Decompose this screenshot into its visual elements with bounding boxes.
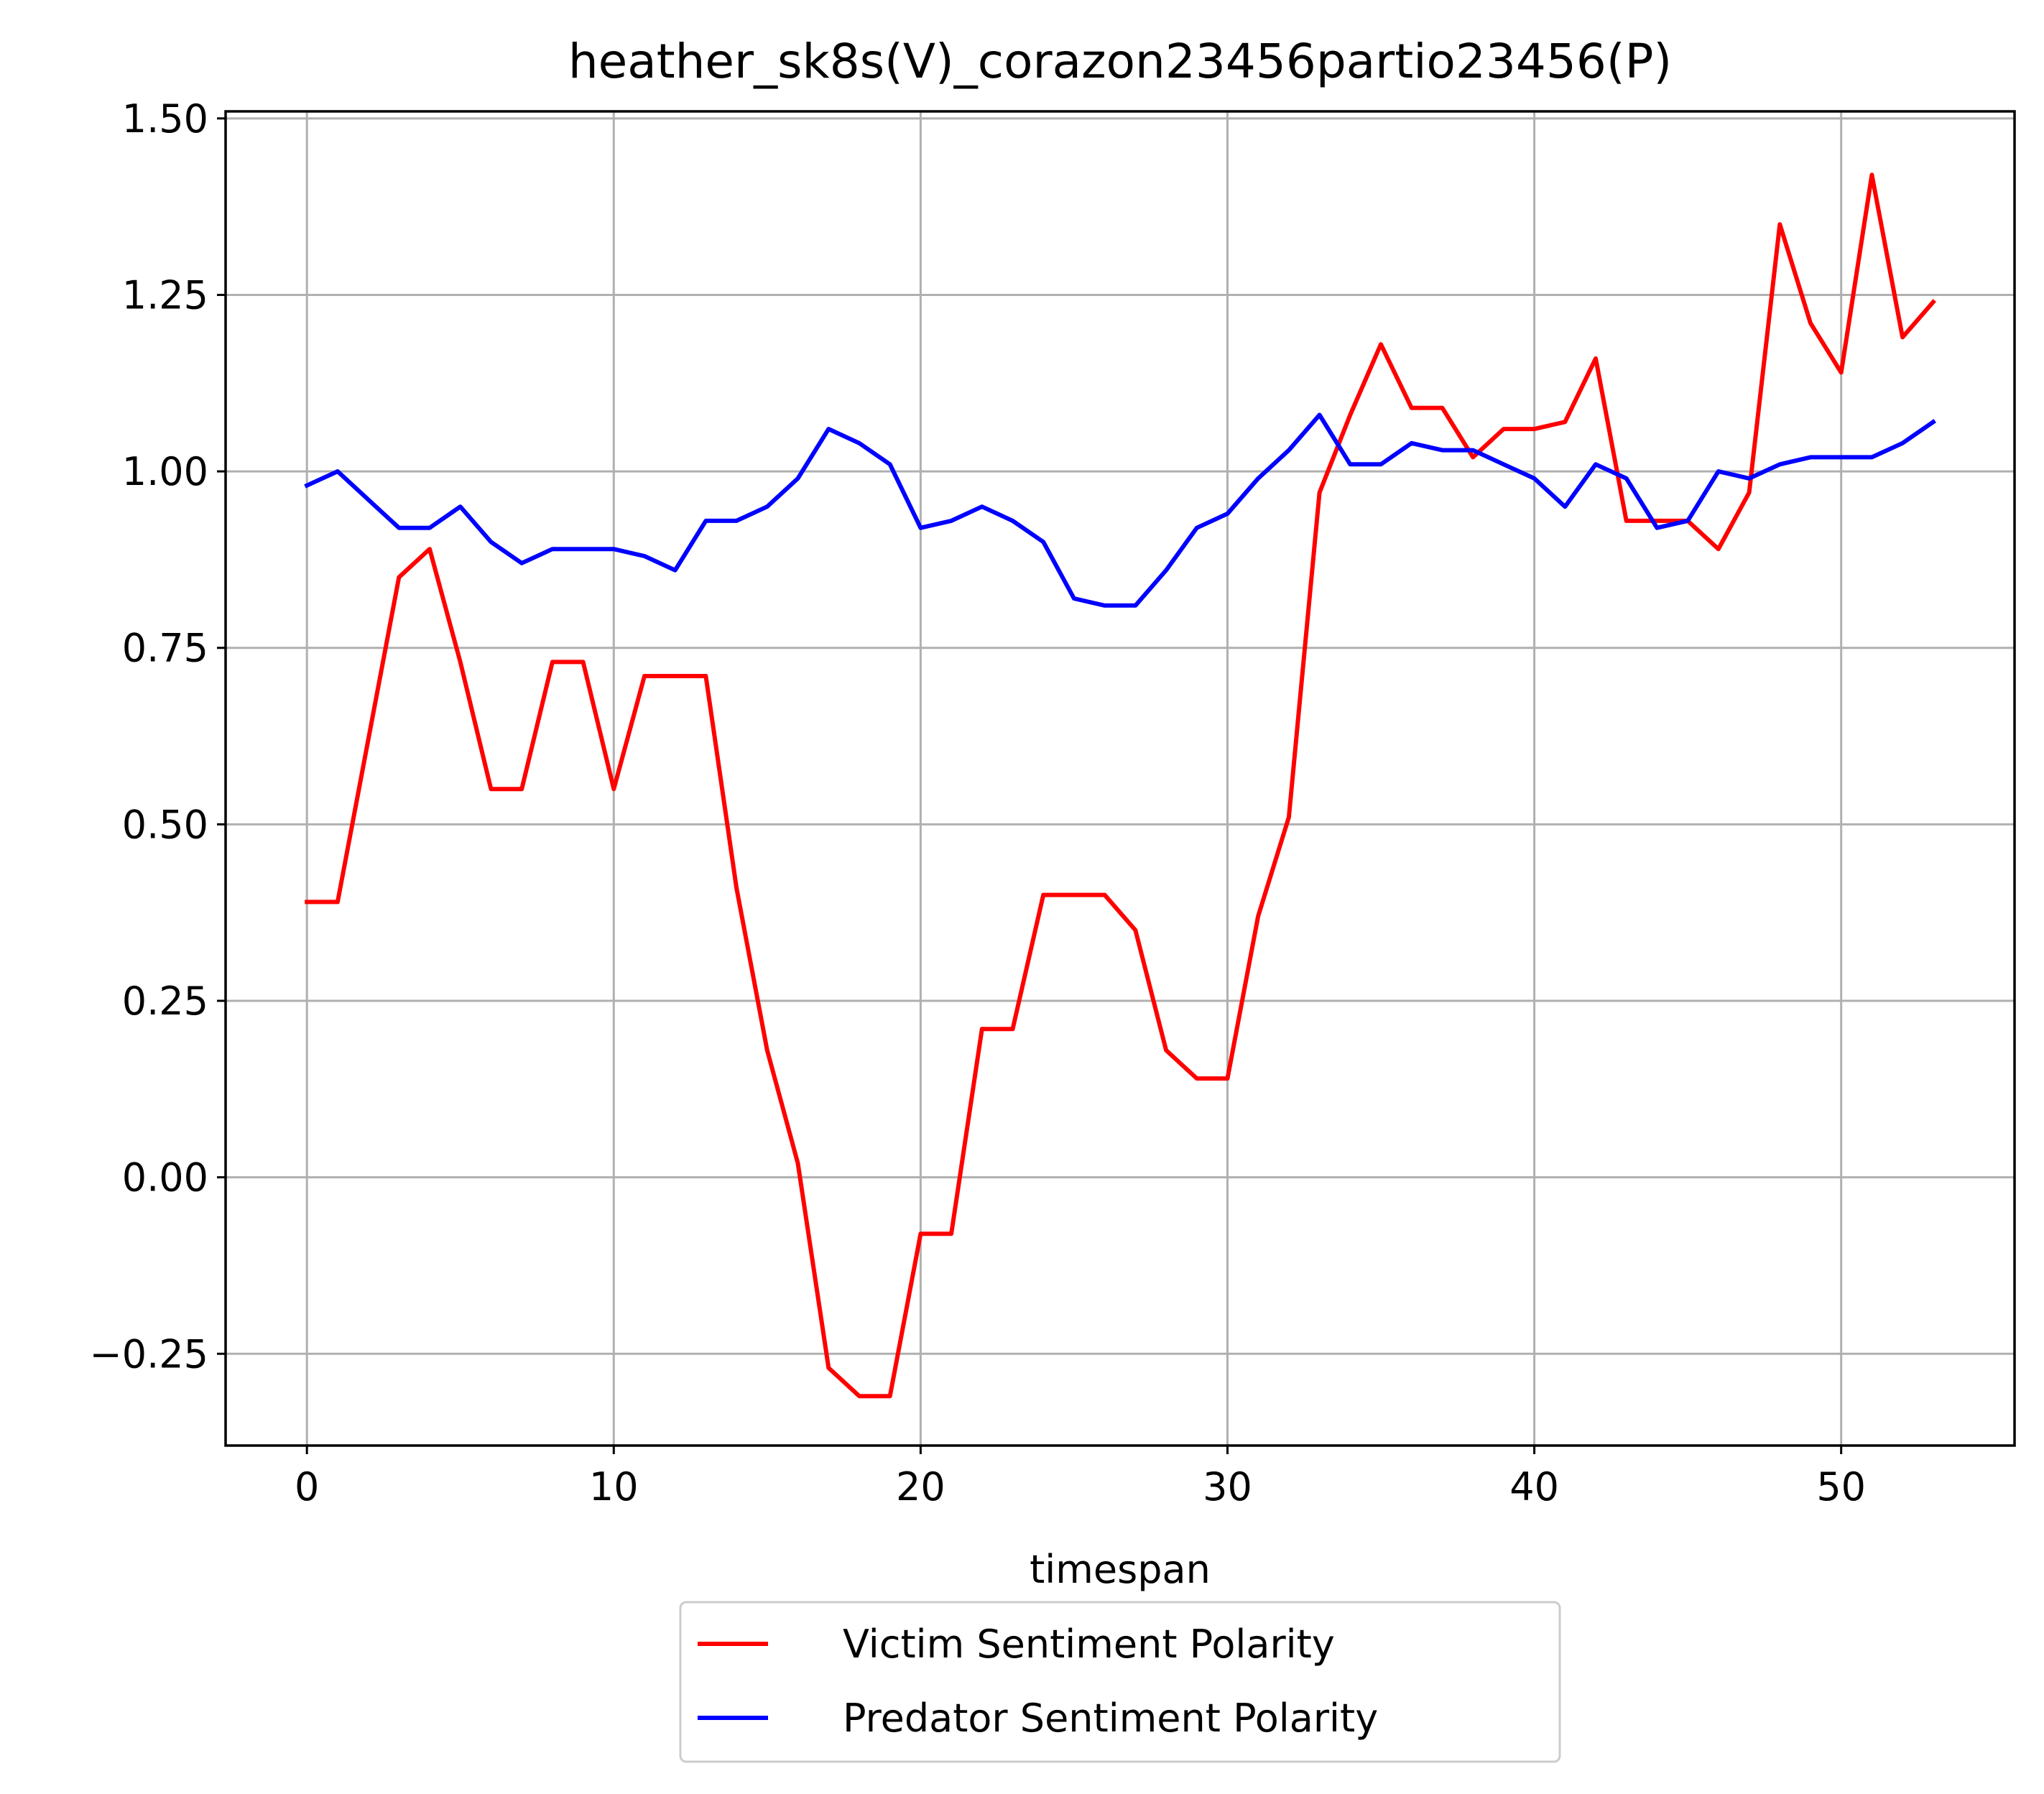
x-tick-label: 30 — [1203, 1464, 1252, 1509]
y-tick-label: 0.25 — [122, 979, 208, 1024]
legend-box — [679, 1601, 1561, 1763]
y-tick-label: 0.75 — [122, 626, 208, 671]
x-tick-label: 40 — [1509, 1464, 1559, 1509]
legend-label: Victim Sentiment Polarity — [843, 1622, 1335, 1667]
x-axis-label: timespan — [1030, 1547, 1211, 1592]
plot-frame — [224, 110, 2016, 1447]
chart-title: heather_sk8s(V)_corazon23456partio23456(… — [568, 34, 1672, 89]
y-tick-label: 1.25 — [122, 272, 208, 318]
axis-ticks: 0 10 20 30 40 50 −0.25 0.00 0.25 0.50 0.75 1.00 1.25… — [90, 96, 1867, 1509]
y-tick-label: 1.00 — [122, 449, 208, 494]
y-tick-label: 0.50 — [122, 802, 208, 847]
series-line-victim — [305, 172, 1937, 1399]
y-tick-label: 0.00 — [122, 1155, 208, 1201]
y-tick-label: 1.50 — [122, 96, 208, 142]
series-layer — [304, 172, 1937, 1399]
y-tick-label: −0.25 — [90, 1331, 208, 1377]
legend-label: Predator Sentiment Polarity — [843, 1696, 1378, 1741]
legend: Victim Sentiment Polarity Predator Sentim… — [679, 1601, 1561, 1763]
x-tick-label: 10 — [589, 1464, 639, 1509]
grid — [226, 111, 2015, 1446]
x-tick-label: 0 — [295, 1464, 319, 1509]
x-tick-label: 50 — [1816, 1464, 1866, 1509]
x-tick-label: 20 — [896, 1464, 945, 1509]
series-line-predator — [304, 412, 1936, 608]
